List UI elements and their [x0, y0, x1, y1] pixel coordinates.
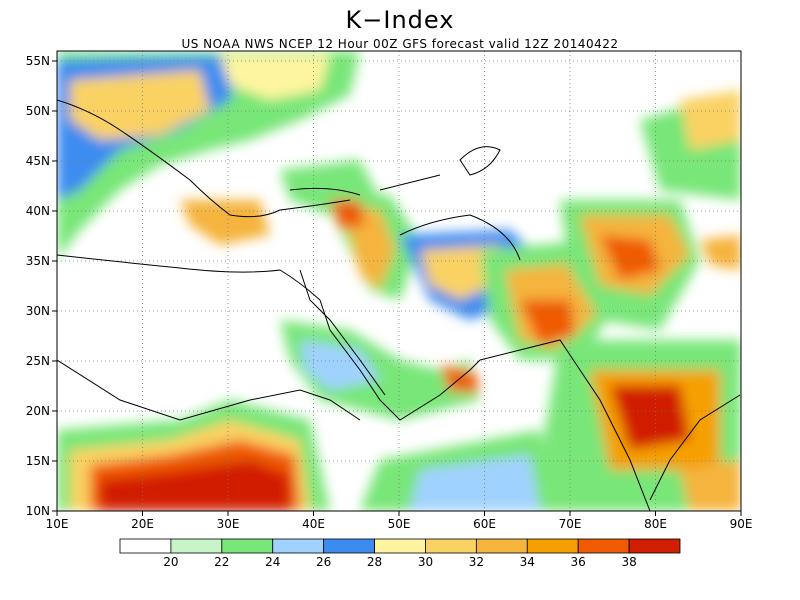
lon-tick-label: 20E — [131, 517, 154, 531]
lat-tick-label: 10N — [26, 504, 50, 518]
colorbar-swatch — [374, 538, 426, 554]
colorbar-swatch — [526, 538, 579, 554]
lon-tick-label: 70E — [559, 517, 582, 531]
lat-tick-label: 15N — [26, 454, 50, 468]
colorbar-label: 38 — [621, 555, 636, 569]
k-index-shading — [57, 51, 741, 511]
coastlines — [57, 99, 741, 511]
latitude-axis: 10N 15N 20N 25N 30N 35N 40N 45N 50N 55N — [26, 54, 57, 518]
colorbar-swatch — [425, 538, 477, 554]
colorbar-label: 26 — [316, 555, 331, 569]
lon-tick-label: 50E — [388, 517, 411, 531]
colorbar-swatch — [577, 538, 630, 554]
lat-tick-label: 25N — [26, 354, 50, 368]
colorbar-swatch — [221, 538, 274, 554]
lon-tick-label: 80E — [644, 517, 667, 531]
lat-tick-label: 30N — [26, 304, 50, 318]
lat-tick-label: 35N — [26, 254, 50, 268]
lon-tick-label: 60E — [473, 517, 496, 531]
lat-tick-label: 55N — [26, 54, 50, 68]
map-subtitle: US NOAA NWS NCEP 12 Hour 00Z GFS forecas… — [181, 37, 619, 51]
colorbar-swatch — [170, 538, 223, 554]
lon-tick-label: 40E — [302, 517, 325, 531]
longitude-axis: 10E 20E 30E 40E 50E 60E 70E 80E 90E — [46, 511, 753, 531]
lon-tick-label: 90E — [730, 517, 753, 531]
lat-tick-label: 40N — [26, 204, 50, 218]
colorbar-label: 34 — [520, 555, 535, 569]
colorbar-label: 20 — [163, 555, 178, 569]
colorbar-swatch — [119, 538, 172, 554]
colorbar-label: 30 — [418, 555, 433, 569]
colorbar-label: 22 — [214, 555, 229, 569]
lat-tick-label: 50N — [26, 104, 50, 118]
colorbar: 20 22 24 26 28 30 32 34 36 38 — [119, 538, 681, 569]
colorbar-swatch — [628, 538, 681, 554]
lat-tick-label: 45N — [26, 154, 50, 168]
colorbar-label: 32 — [469, 555, 484, 569]
map-title: K−Index — [345, 6, 455, 34]
colorbar-swatch — [475, 538, 528, 554]
gridlines — [57, 51, 741, 511]
lon-tick-label: 10E — [46, 517, 69, 531]
colorbar-label: 36 — [571, 555, 586, 569]
colorbar-swatch — [323, 538, 375, 554]
lon-tick-label: 30E — [217, 517, 240, 531]
colorbar-swatch — [272, 538, 325, 554]
colorbar-label: 24 — [265, 555, 280, 569]
colorbar-label: 28 — [367, 555, 382, 569]
lat-tick-label: 20N — [26, 404, 50, 418]
